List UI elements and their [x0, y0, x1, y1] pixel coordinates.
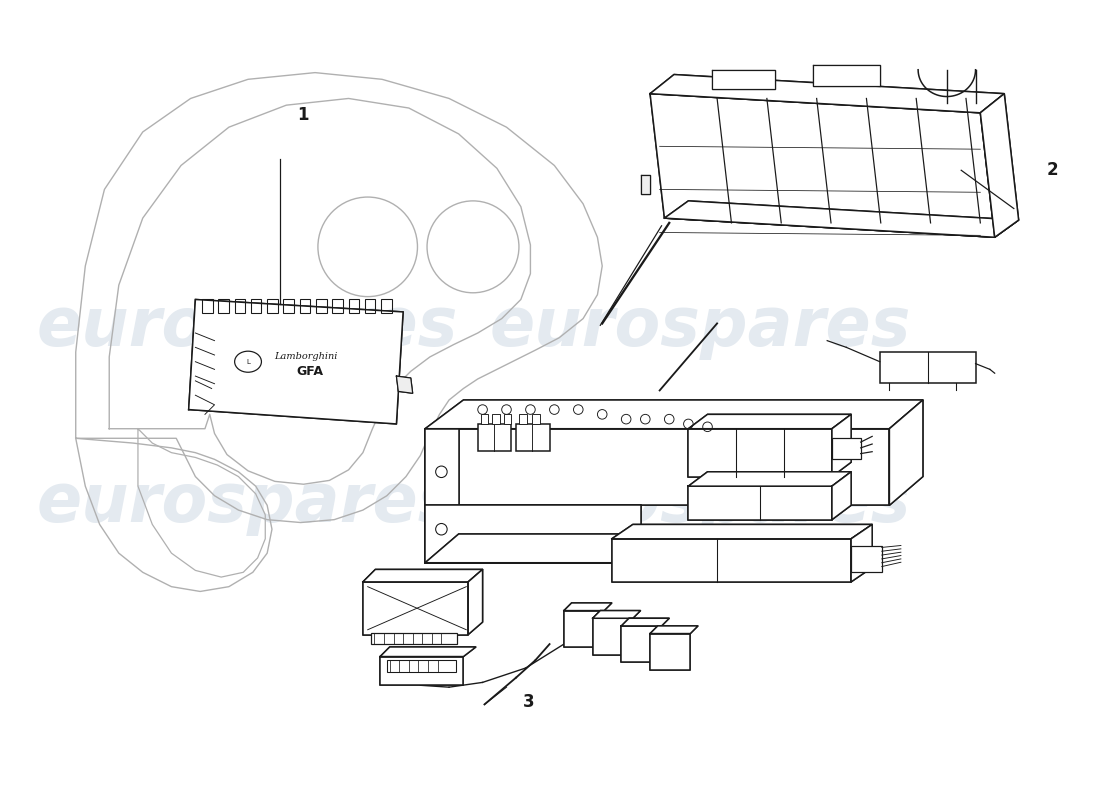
Polygon shape [650, 626, 697, 634]
Polygon shape [593, 610, 640, 618]
Polygon shape [381, 657, 463, 686]
Polygon shape [650, 74, 1004, 113]
Polygon shape [851, 525, 872, 582]
Polygon shape [713, 70, 774, 89]
Bar [284, 299, 294, 313]
Polygon shape [832, 414, 851, 477]
Polygon shape [564, 610, 604, 647]
Polygon shape [621, 618, 669, 626]
Text: eurospares: eurospares [490, 470, 911, 536]
Text: 1: 1 [297, 106, 309, 124]
Bar [202, 299, 212, 313]
Bar [381, 299, 392, 313]
Text: 2: 2 [1047, 162, 1058, 179]
Polygon shape [612, 539, 851, 582]
Polygon shape [396, 376, 412, 394]
Bar [299, 299, 310, 313]
Bar [532, 414, 540, 424]
Polygon shape [425, 400, 923, 429]
Polygon shape [425, 429, 890, 506]
Bar [851, 546, 882, 572]
Bar [371, 633, 456, 644]
Text: Lamborghini: Lamborghini [274, 353, 338, 362]
Polygon shape [381, 647, 476, 657]
Polygon shape [469, 570, 483, 634]
Polygon shape [363, 582, 469, 634]
Polygon shape [689, 486, 832, 520]
Polygon shape [689, 429, 832, 477]
Bar [832, 438, 860, 459]
Polygon shape [425, 534, 679, 562]
Text: 3: 3 [522, 694, 534, 711]
Bar [365, 299, 375, 313]
Bar [880, 352, 976, 382]
Bar [219, 299, 229, 313]
Bar [519, 414, 527, 424]
Bar [234, 299, 245, 313]
Polygon shape [689, 414, 851, 429]
Polygon shape [612, 525, 872, 539]
Polygon shape [425, 429, 459, 562]
Text: eurospares: eurospares [36, 470, 458, 536]
Polygon shape [425, 506, 640, 562]
Bar [332, 299, 343, 313]
Polygon shape [621, 626, 661, 662]
Text: GFA: GFA [297, 365, 323, 378]
Bar [516, 424, 550, 450]
Text: eurospares: eurospares [36, 294, 458, 360]
Polygon shape [980, 94, 1019, 238]
Bar [477, 424, 512, 450]
Bar [481, 414, 488, 424]
Polygon shape [564, 603, 612, 610]
Polygon shape [650, 94, 994, 238]
Bar [387, 660, 455, 672]
Bar [267, 299, 277, 313]
Polygon shape [664, 201, 1019, 238]
Text: L: L [246, 358, 250, 365]
Polygon shape [189, 299, 403, 424]
Polygon shape [832, 472, 851, 520]
Polygon shape [813, 65, 880, 86]
Polygon shape [593, 618, 632, 654]
Bar [316, 299, 327, 313]
Bar [251, 299, 262, 313]
Bar [349, 299, 359, 313]
Bar [492, 414, 499, 424]
Polygon shape [363, 570, 483, 582]
Polygon shape [689, 472, 851, 486]
Polygon shape [890, 400, 923, 506]
Ellipse shape [234, 351, 262, 372]
Polygon shape [650, 634, 691, 670]
Text: eurospares: eurospares [490, 294, 911, 360]
Bar [504, 414, 512, 424]
Polygon shape [640, 175, 650, 194]
